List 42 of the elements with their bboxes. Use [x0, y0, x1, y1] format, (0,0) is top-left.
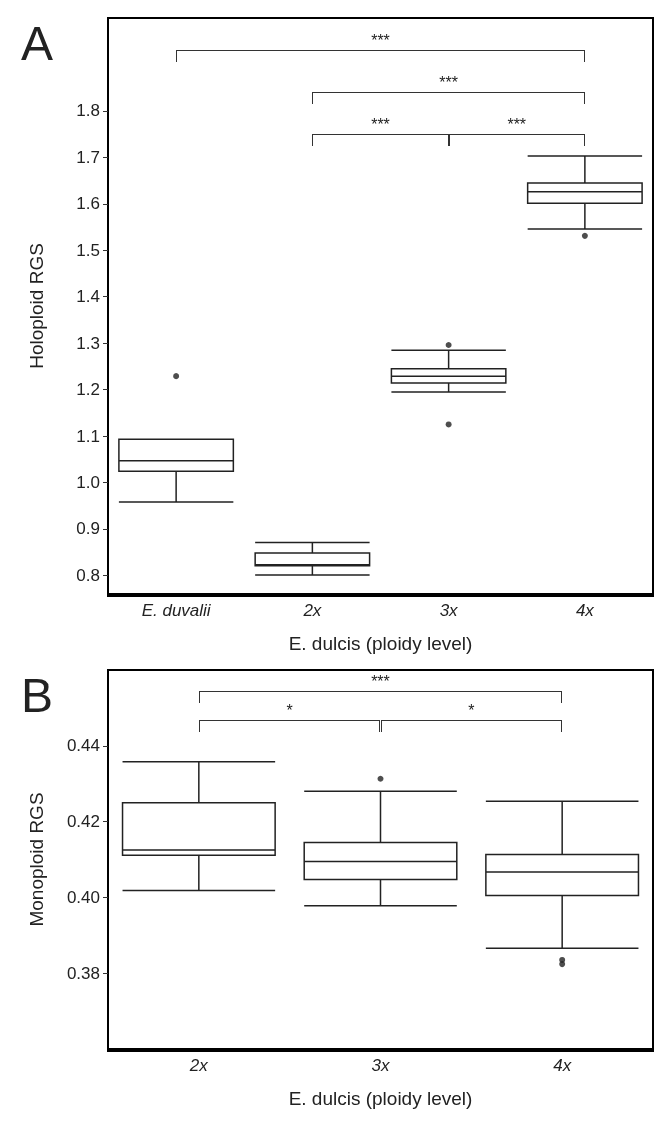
y-axis-title: Monoploid RGS: [26, 792, 47, 927]
x-tick-label: 3x: [439, 601, 459, 620]
x-axis-title: E. dulcis (ploidy level): [288, 1088, 473, 1109]
annotation: ***: [370, 32, 391, 49]
significance-bracket: ***: [312, 117, 449, 147]
annotation: ***: [506, 116, 528, 133]
y-tick-label: 1.3: [76, 333, 100, 353]
y-tick-label: 0.40: [66, 887, 100, 907]
y-tick-label: 1.5: [76, 240, 100, 260]
x-tick-label: 3x: [371, 1056, 390, 1075]
x-tick-label: 4x: [553, 1056, 572, 1075]
y-axis-title: Holoploid RGS: [26, 243, 47, 369]
x-axis-title: E. dulcis (ploidy level): [288, 633, 473, 654]
y-tick-label: 1.1: [76, 426, 100, 446]
significance-bracket: ***: [198, 674, 563, 704]
x-tick-label: E. duvalii: [141, 601, 212, 620]
chart-title: B: [21, 668, 54, 722]
y-tick-label: 0.44: [66, 736, 100, 756]
significance-bracket: *: [198, 703, 381, 733]
y-tick-label: 1.7: [76, 147, 100, 167]
significance-bracket: *: [380, 703, 563, 733]
y-tick-label: 0.9: [76, 519, 100, 539]
y-tick-label: 0.42: [66, 812, 100, 832]
chart-title: A: [21, 16, 54, 70]
y-tick-label: 1.0: [76, 473, 100, 493]
x-tick-label: 4x: [575, 601, 595, 620]
y-tick-label: 1.2: [76, 380, 100, 400]
significance-bracket: ***: [312, 75, 585, 105]
significance-bracket: ***: [176, 33, 585, 63]
x-tick-label: 2x: [188, 1056, 209, 1075]
annotation: ***: [370, 116, 391, 133]
y-tick-label: 0.38: [66, 963, 100, 983]
annotation: ***: [438, 74, 459, 91]
annotation: *: [285, 702, 294, 719]
y-tick-label: 1.4: [76, 287, 100, 307]
annotation: ***: [370, 673, 391, 690]
y-tick-label: 1.8: [76, 101, 100, 121]
y-tick-label: 0.8: [76, 565, 100, 585]
y-tick-label: 1.6: [76, 194, 100, 214]
x-tick-label: 2x: [302, 601, 322, 620]
annotation: *: [467, 702, 476, 719]
significance-bracket: ***: [448, 117, 585, 147]
